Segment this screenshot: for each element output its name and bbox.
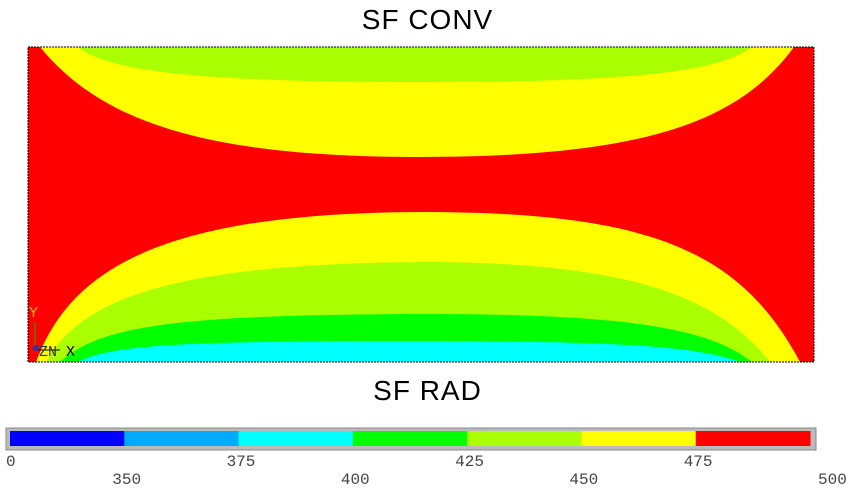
legend-top-label-3: 475 (684, 453, 713, 471)
plot-frame (27, 46, 815, 363)
legend-bottom-label-1: 400 (341, 471, 370, 489)
legend-band-1 (124, 431, 240, 446)
triad-origin (33, 345, 39, 351)
legend-top-label-1: 375 (227, 453, 256, 471)
axis-triad: Y ZN X (29, 305, 75, 361)
bottom-title: SF RAD (373, 375, 482, 406)
legend-bottom-label-2: 450 (569, 471, 598, 489)
triad-x-label: X (66, 344, 75, 361)
legend-band-4 (467, 431, 582, 446)
triad-z-label: ZN (39, 344, 57, 361)
legend-band-2 (238, 431, 354, 446)
legend-bottom-label-0: 350 (112, 471, 141, 489)
bottom-contour-cyan (78, 341, 740, 362)
legend-top-label-0: 0 (6, 453, 16, 471)
top-title: SF CONV (361, 4, 494, 35)
legend-band-6 (695, 431, 811, 446)
legend-bottom-label-3: 500 (818, 471, 847, 489)
legend-band-3 (352, 431, 468, 446)
legend-band-5 (581, 431, 697, 446)
legend-band-0 (10, 431, 125, 446)
legend-top-label-2: 425 (455, 453, 484, 471)
triad-y-label: Y (29, 305, 38, 322)
top-contour-yellow-green (78, 47, 752, 82)
